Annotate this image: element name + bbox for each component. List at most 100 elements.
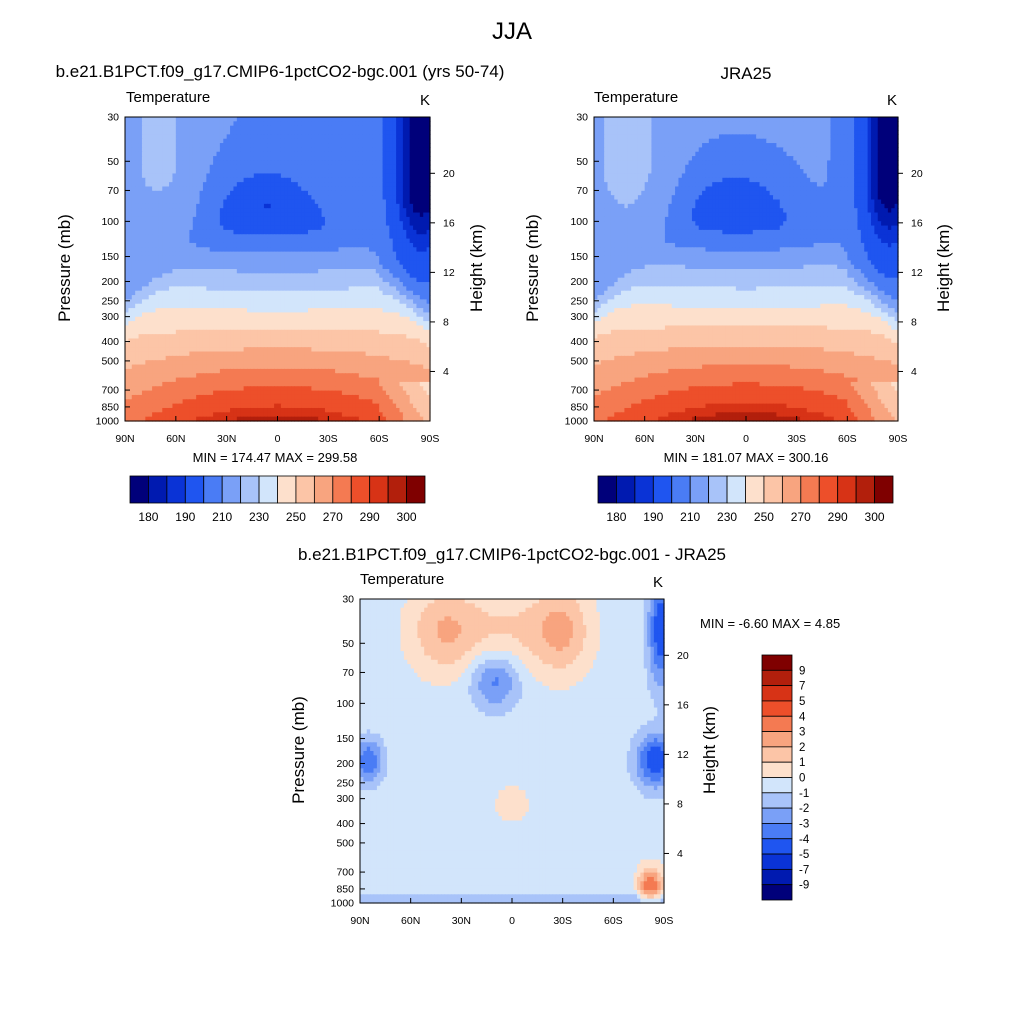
y-tick-label: 850: [336, 883, 354, 895]
colorbar-box: [745, 475, 765, 504]
panel-1-title: b.e21.B1PCT.f09_g17.CMIP6-1pctCO2-bgc.00…: [55, 62, 505, 81]
x-tick-label: 30S: [319, 433, 338, 445]
colorbar-box: [761, 838, 793, 855]
colorbar-box: [761, 868, 793, 886]
y-tick-label: 50: [107, 156, 119, 168]
colorbar-box: [166, 475, 186, 504]
colorbar-box: [800, 475, 820, 504]
y2-tick-label: 4: [911, 366, 917, 378]
colorbar-box: [761, 884, 793, 901]
colorbar-label: -7: [799, 864, 809, 876]
colorbar-box: [148, 475, 168, 504]
x-tick-label: 30N: [452, 915, 471, 927]
y2-tick-label: 12: [911, 267, 923, 279]
y-tick-label: 850: [570, 401, 588, 413]
x-tick-label: 90S: [655, 915, 674, 927]
panel-2-colorbar: 180 190 210 230 250 270 290 300: [597, 475, 894, 524]
panel-1-variable-label: Temperature: [126, 89, 211, 106]
colorbar-box: [258, 475, 278, 504]
y2-tick-label: 16: [677, 699, 689, 711]
colorbar-box: [332, 475, 352, 504]
x-tick-label: 60N: [166, 433, 185, 445]
colorbar-box: [350, 475, 371, 504]
panel-2-variable-label: Temperature: [594, 89, 679, 106]
colorbar-box: [708, 475, 728, 504]
colorbar-box: [652, 475, 673, 504]
colorbar-box: [761, 777, 793, 794]
colorbar-label: 7: [799, 681, 805, 693]
colorbar-box: [761, 669, 793, 687]
colorbar-label: 2: [799, 742, 805, 754]
colorbar-box: [406, 475, 426, 504]
y-tick-label: 150: [336, 733, 354, 745]
x-tick-label: 90N: [584, 433, 603, 445]
colorbar-box: [203, 475, 223, 504]
x-tick-label: 30S: [553, 915, 572, 927]
colorbar-box: [634, 475, 654, 504]
colorbar-label: 190: [643, 510, 663, 524]
y-tick-label: 30: [576, 112, 588, 124]
colorbar-label: 250: [286, 510, 306, 524]
y2-tick-label: 12: [677, 749, 689, 761]
y2-tick-label: 20: [911, 168, 923, 180]
colorbar-box: [761, 853, 793, 870]
panel-3-ylabel-right: Height (km): [700, 706, 719, 794]
y-tick-label: 250: [101, 295, 119, 307]
colorbar-box: [387, 475, 407, 504]
panel-2-ylabel: Pressure (mb): [523, 214, 542, 322]
panel-1-minmax: MIN = 174.47 MAX = 299.58: [192, 450, 358, 465]
y2-tick-label: 16: [911, 217, 923, 229]
y2-tick-label: 12: [443, 267, 455, 279]
x-tick-label: 60N: [401, 915, 420, 927]
colorbar-box: [761, 807, 793, 824]
y-tick-label: 250: [570, 295, 588, 307]
y2-tick-label: 8: [677, 798, 683, 810]
panel-3-ylabel: Pressure (mb): [289, 696, 308, 804]
y-tick-label: 50: [576, 156, 588, 168]
colorbar-label: 210: [680, 510, 700, 524]
colorbar-box: [761, 823, 793, 840]
colorbar-box: [761, 761, 793, 778]
y2-tick-label: 8: [443, 316, 449, 328]
colorbar-box: [369, 475, 389, 504]
colorbar-label: -4: [799, 834, 810, 846]
x-tick-label: 90N: [115, 433, 134, 445]
panel-1-ylabel: Pressure (mb): [55, 214, 74, 322]
colorbar-box: [761, 700, 793, 717]
colorbar-box: [874, 475, 894, 504]
y2-tick-label: 8: [911, 316, 917, 328]
panel-2-field: [594, 117, 899, 422]
colorbar-box: [240, 475, 260, 504]
panel-2-ylabel-right: Height (km): [934, 224, 953, 312]
y-tick-label: 50: [342, 638, 354, 650]
colorbar-label: 230: [249, 510, 269, 524]
colorbar-box: [761, 685, 793, 702]
colorbar-box: [184, 475, 205, 504]
colorbar-label: -2: [799, 803, 809, 815]
colorbar-box: [761, 792, 793, 809]
colorbar-label: 180: [138, 510, 158, 524]
y-tick-label: 70: [107, 185, 119, 197]
x-tick-label: 60S: [604, 915, 623, 927]
x-tick-label: 30N: [217, 433, 236, 445]
x-tick-label: 90S: [421, 433, 440, 445]
colorbar-box: [763, 475, 783, 504]
figure-title: JJA: [491, 18, 532, 45]
colorbar-box: [689, 475, 710, 504]
y2-tick-label: 20: [443, 168, 455, 180]
colorbar-label: 300: [865, 510, 885, 524]
panel-1-unit-label: K: [420, 92, 431, 109]
colorbar-label: 270: [323, 510, 343, 524]
colorbar-label: 270: [791, 510, 811, 524]
colorbar-label: 180: [606, 510, 626, 524]
x-tick-label: 30S: [787, 433, 806, 445]
panel-1-colorbar: 180 190 210 230 250 270 290 300: [129, 475, 426, 524]
y-tick-label: 250: [336, 777, 354, 789]
colorbar-label: 290: [828, 510, 848, 524]
colorbar-label: -1: [799, 788, 809, 800]
colorbar-box: [313, 475, 334, 504]
colorbar-label: 210: [212, 510, 232, 524]
y-tick-label: 150: [101, 251, 119, 263]
colorbar-box: [781, 475, 802, 504]
y-tick-label: 300: [336, 793, 354, 805]
